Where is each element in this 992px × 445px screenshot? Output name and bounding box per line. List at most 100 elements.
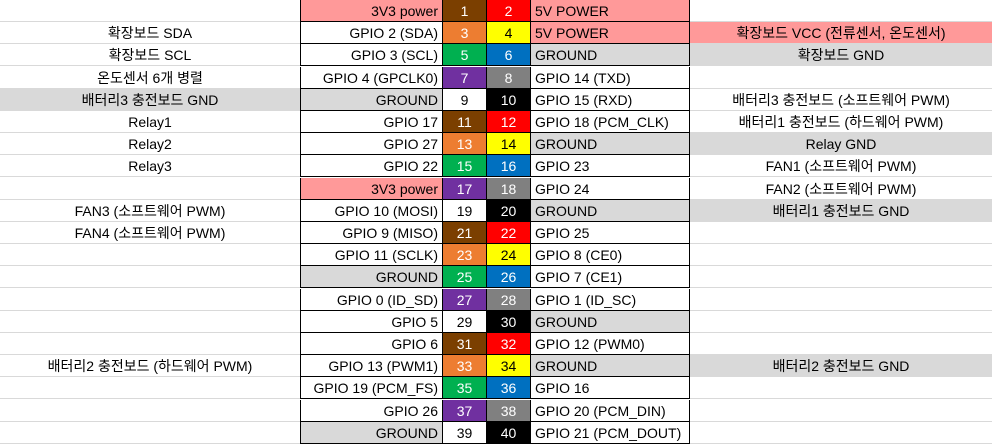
right-connection-label: 배터리1 충전보드 GND <box>690 199 992 222</box>
pin-row: GPIO 6 31 32 GPIO 12 (PWM0) <box>0 333 992 355</box>
odd-pin-function: GPIO 5 <box>300 310 442 333</box>
odd-pin-number: 29 <box>442 310 486 333</box>
left-connection-label: Relay3 <box>0 155 300 178</box>
left-connection-label: 확장보드 SDA <box>0 22 300 45</box>
pin-row: 3V3 power 1 2 5V POWER <box>0 0 992 22</box>
odd-pin-number: 3 <box>442 22 486 45</box>
left-connection-label: 배터리2 충전보드 (하드웨어 PWM) <box>0 355 300 378</box>
pin-row: GPIO 5 29 30 GROUND <box>0 310 992 333</box>
odd-pin-function: GPIO 17 <box>300 111 442 133</box>
odd-pin-number: 11 <box>442 111 486 133</box>
odd-pin-number: 27 <box>442 288 486 311</box>
left-connection-label <box>0 421 300 444</box>
even-pin-number: 20 <box>486 199 530 222</box>
even-pin-function: GPIO 24 <box>530 177 690 200</box>
odd-pin-number: 25 <box>442 266 486 289</box>
odd-pin-number: 1 <box>442 0 486 22</box>
odd-pin-function: GROUND <box>300 88 442 111</box>
even-pin-number: 24 <box>486 244 530 267</box>
odd-pin-function: GPIO 6 <box>300 333 442 355</box>
right-connection-label <box>690 222 992 244</box>
odd-pin-function: GPIO 0 (ID_SD) <box>300 288 442 311</box>
left-connection-label: FAN4 (소프트웨어 PWM) <box>0 222 300 244</box>
right-connection-label: Relay GND <box>690 133 992 156</box>
right-connection-label: 배터리3 충전보드 (소프트웨어 PWM) <box>690 88 992 111</box>
right-connection-label: FAN2 (소프트웨어 PWM) <box>690 177 992 200</box>
even-pin-number: 22 <box>486 222 530 244</box>
odd-pin-function: GROUND <box>300 421 442 444</box>
left-connection-label <box>0 399 300 422</box>
even-pin-number: 14 <box>486 133 530 156</box>
even-pin-function: GPIO 7 (CE1) <box>530 266 690 289</box>
right-connection-label <box>690 0 992 22</box>
odd-pin-number: 23 <box>442 244 486 267</box>
odd-pin-number: 39 <box>442 421 486 444</box>
odd-pin-number: 15 <box>442 155 486 178</box>
left-connection-label <box>0 310 300 333</box>
even-pin-function: GPIO 20 (PCM_DIN) <box>530 399 690 422</box>
odd-pin-function: GPIO 27 <box>300 133 442 156</box>
right-connection-label <box>690 244 992 267</box>
right-connection-label: FAN1 (소프트웨어 PWM) <box>690 155 992 178</box>
pin-row: GPIO 26 37 38 GPIO 20 (PCM_DIN) <box>0 399 992 422</box>
even-pin-number: 38 <box>486 399 530 422</box>
even-pin-number: 26 <box>486 266 530 289</box>
even-pin-number: 8 <box>486 66 530 89</box>
pin-row: FAN4 (소프트웨어 PWM) GPIO 9 (MISO) 21 22 GPIO 25 <box>0 222 992 244</box>
even-pin-function: 5V POWER <box>530 22 690 45</box>
odd-pin-number: 33 <box>442 355 486 378</box>
even-pin-function: GROUND <box>530 44 690 67</box>
odd-pin-number: 5 <box>442 44 486 67</box>
pin-row: GPIO 11 (SCLK) 23 24 GPIO 8 (CE0) <box>0 244 992 267</box>
odd-pin-function: GPIO 11 (SCLK) <box>300 244 442 267</box>
right-connection-label <box>690 377 992 400</box>
odd-pin-function: GPIO 3 (SCL) <box>300 44 442 67</box>
right-connection-label <box>690 421 992 444</box>
even-pin-function: GROUND <box>530 133 690 156</box>
right-connection-label <box>690 310 992 333</box>
odd-pin-number: 17 <box>442 177 486 200</box>
odd-pin-function: GPIO 26 <box>300 399 442 422</box>
right-connection-label <box>690 66 992 89</box>
odd-pin-function: 3V3 power <box>300 177 442 200</box>
even-pin-function: 5V POWER <box>530 0 690 22</box>
odd-pin-function: GPIO 19 (PCM_FS) <box>300 377 442 400</box>
left-connection-label <box>0 377 300 400</box>
right-connection-label <box>690 266 992 289</box>
right-connection-label <box>690 399 992 422</box>
right-connection-label: 배터리1 충전보드 (하드웨어 PWM) <box>690 111 992 133</box>
even-pin-number: 18 <box>486 177 530 200</box>
odd-pin-function: GPIO 22 <box>300 155 442 178</box>
even-pin-function: GROUND <box>530 310 690 333</box>
left-connection-label: 배터리3 충전보드 GND <box>0 88 300 111</box>
even-pin-number: 2 <box>486 0 530 22</box>
left-connection-label <box>0 333 300 355</box>
odd-pin-number: 9 <box>442 88 486 111</box>
pin-row: Relay1 GPIO 17 11 12 GPIO 18 (PCM_CLK) 배터리1 충… <box>0 111 992 133</box>
odd-pin-function: GPIO 10 (MOSI) <box>300 199 442 222</box>
even-pin-function: GPIO 23 <box>530 155 690 178</box>
right-connection-label <box>690 333 992 355</box>
left-connection-label: Relay2 <box>0 133 300 156</box>
pin-row: GROUND 25 26 GPIO 7 (CE1) <box>0 266 992 289</box>
odd-pin-function: GPIO 9 (MISO) <box>300 222 442 244</box>
even-pin-number: 10 <box>486 88 530 111</box>
pin-row: GPIO 19 (PCM_FS) 35 36 GPIO 16 <box>0 377 992 400</box>
even-pin-function: GROUND <box>530 355 690 378</box>
odd-pin-function: GPIO 2 (SDA) <box>300 22 442 45</box>
even-pin-function: GPIO 1 (ID_SC) <box>530 288 690 311</box>
even-pin-number: 30 <box>486 310 530 333</box>
even-pin-function: GPIO 8 (CE0) <box>530 244 690 267</box>
even-pin-function: GPIO 18 (PCM_CLK) <box>530 111 690 133</box>
right-connection-label: 확장보드 VCC (전류센서, 온도센서) <box>690 22 992 45</box>
pin-row: 3V3 power 17 18 GPIO 24 FAN2 (소프트웨어 PWM) <box>0 177 992 200</box>
pin-row: 온도센서 6개 병렬 GPIO 4 (GPCLK0) 7 8 GPIO 14 (TXD) <box>0 66 992 89</box>
even-pin-function: GPIO 21 (PCM_DOUT) <box>530 421 690 444</box>
pin-row: 배터리3 충전보드 GND GROUND 9 10 GPIO 15 (RXD) 배터리3 … <box>0 88 992 111</box>
pin-row: Relay3 GPIO 22 15 16 GPIO 23 FAN1 (소프트웨어 PWM) <box>0 155 992 178</box>
even-pin-number: 40 <box>486 421 530 444</box>
even-pin-number: 36 <box>486 377 530 400</box>
odd-pin-function: GROUND <box>300 266 442 289</box>
odd-pin-number: 35 <box>442 377 486 400</box>
